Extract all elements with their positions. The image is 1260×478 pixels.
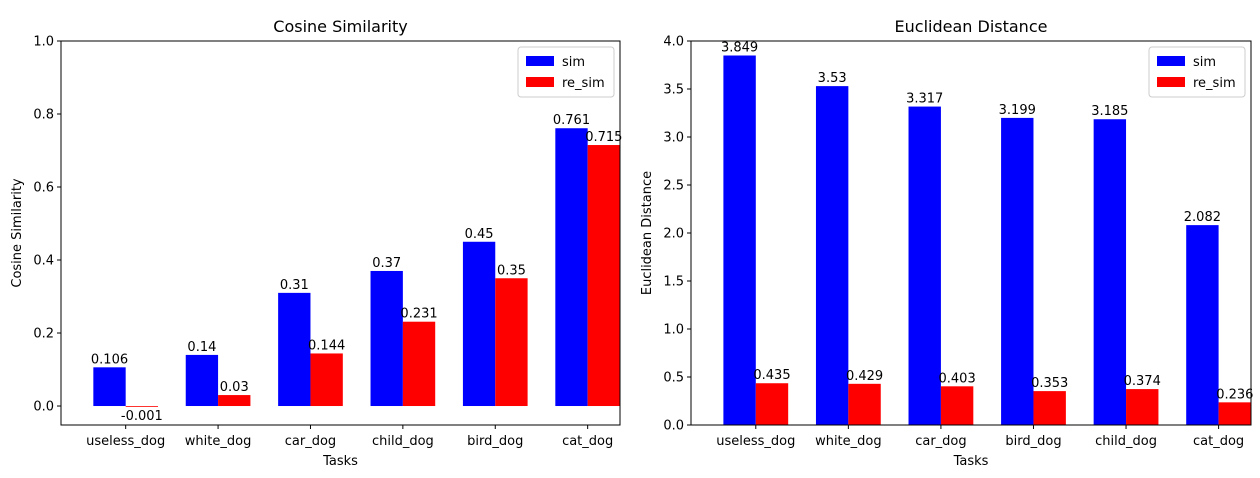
y-tick-label-euclid-0: 0.0	[663, 419, 684, 434]
y-tick-label-euclid-7: 3.5	[663, 83, 684, 98]
data-label-euclid-sim-child_dog: 3.185	[1091, 104, 1128, 119]
y-tick-label-euclid-4: 2.0	[663, 227, 684, 242]
bar-cosine-sim-bird_dog	[462, 241, 496, 407]
data-label-euclid-sim-car_dog: 3.317	[906, 92, 943, 107]
y-tick-label-euclid-1: 0.5	[663, 371, 684, 386]
legend-swatch-cosine-re_sim	[526, 77, 554, 87]
y-tick-label-euclid-8: 4.0	[663, 35, 684, 50]
bar-euclid-re_sim-child_dog	[1126, 389, 1159, 425]
x-tick-label-cosine-car_dog: car_dog	[285, 434, 336, 449]
data-label-euclid-re_sim-child_dog: 0.374	[1124, 374, 1161, 389]
bar-cosine-re_sim-cat_dog	[587, 145, 620, 407]
bar-cosine-sim-useless_dog	[93, 367, 126, 407]
x-tick-label-euclid-useless_dog: useless_dog	[716, 434, 795, 449]
x-tick-label-cosine-white_dog: white_dog	[185, 434, 252, 449]
bar-euclid-re_sim-white_dog	[848, 383, 881, 425]
legend-swatch-cosine-sim	[526, 56, 554, 66]
cosine-similarity-panel: 0.106 0.14 0.31 0.37 0.45 0.761 -0.001 0.03 0.14…	[10, 17, 622, 469]
bar-cosine-sim-car_dog	[278, 292, 311, 407]
x-axis-label-euclid: Tasks	[953, 454, 989, 469]
data-label-euclid-re_sim-cat_dog: 0.236	[1216, 387, 1253, 402]
data-label-cosine-re_sim-car_dog: 0.144	[308, 338, 345, 353]
x-axis-label-cosine: Tasks	[322, 454, 358, 469]
y-axis-label-cosine: Cosine Similarity	[10, 178, 25, 288]
data-label-cosine-sim-white_dog: 0.14	[187, 340, 216, 355]
legend-label-euclid-re_sim: re_sim	[1193, 76, 1236, 91]
bar-euclid-sim-useless_dog	[723, 55, 756, 425]
bar-euclid-re_sim-useless_dog	[755, 383, 789, 425]
y-tick-label-euclid-2: 1.0	[663, 323, 684, 338]
data-label-euclid-sim-white_dog: 3.53	[818, 71, 847, 86]
data-label-euclid-re_sim-bird_dog: 0.353	[1031, 376, 1068, 391]
data-label-cosine-sim-bird_dog: 0.45	[465, 227, 494, 242]
x-tick-label-cosine-cat_dog: cat_dog	[562, 434, 613, 449]
bar-cosine-sim-white_dog	[185, 354, 219, 407]
legend-swatch-euclid-sim	[1157, 56, 1185, 66]
y-axis-label-euclid: Euclidean Distance	[640, 171, 655, 295]
bar-euclid-sim-bird_dog	[1001, 117, 1034, 426]
legend-label-cosine-re_sim: re_sim	[562, 76, 605, 91]
y-tick-label-cosine-4: 0.8	[33, 108, 54, 123]
bar-cosine-re_sim-useless_dog	[125, 406, 159, 407]
legend-swatch-euclid-re_sim	[1157, 77, 1185, 87]
y-tick-label-cosine-5: 1.0	[33, 35, 54, 50]
data-label-cosine-re_sim-child_dog: 0.231	[400, 307, 437, 322]
data-label-euclid-sim-bird_dog: 3.199	[999, 103, 1036, 118]
y-tick-label-cosine-0: 0.0	[33, 400, 54, 415]
y-tick-label-euclid-6: 3.0	[663, 131, 684, 146]
x-tick-label-euclid-bird_dog: bird_dog	[1005, 434, 1061, 449]
bar-cosine-sim-cat_dog	[555, 128, 588, 407]
data-label-cosine-re_sim-white_dog: 0.03	[220, 380, 249, 395]
bar-euclid-sim-cat_dog	[1186, 225, 1219, 425]
data-label-cosine-sim-car_dog: 0.31	[280, 278, 309, 293]
legend-label-euclid-sim: sim	[1193, 55, 1216, 70]
y-tick-label-euclid-3: 1.5	[663, 275, 684, 290]
x-tick-label-euclid-child_dog: child_dog	[1095, 434, 1157, 449]
axes-frame-cosine	[60, 40, 621, 426]
y-tick-label-euclid-5: 2.5	[663, 179, 684, 194]
chart-title-euclid: Euclidean Distance	[895, 17, 1048, 36]
data-label-cosine-sim-child_dog: 0.37	[372, 256, 401, 271]
data-label-cosine-re_sim-bird_dog: 0.35	[497, 263, 526, 278]
bar-cosine-re_sim-car_dog	[310, 353, 343, 407]
data-label-euclid-re_sim-useless_dog: 0.435	[753, 368, 790, 383]
x-tick-label-euclid-car_dog: car_dog	[915, 434, 966, 449]
data-label-cosine-re_sim-useless_dog: -0.001	[121, 409, 163, 424]
bar-euclid-sim-car_dog	[908, 106, 941, 426]
data-label-euclid-sim-cat_dog: 2.082	[1184, 210, 1221, 225]
bar-euclid-re_sim-car_dog	[940, 386, 974, 425]
x-tick-label-cosine-child_dog: child_dog	[372, 434, 434, 449]
euclidean-distance-panel: 3.849 3.53 3.317 3.199 3.185 2.082 0.435 0.429 0…	[640, 17, 1253, 469]
data-label-cosine-sim-useless_dog: 0.106	[91, 352, 128, 367]
data-label-cosine-sim-cat_dog: 0.761	[553, 113, 590, 128]
chart-title-cosine: Cosine Similarity	[273, 17, 407, 36]
bar-cosine-re_sim-white_dog	[218, 395, 251, 407]
data-label-cosine-re_sim-cat_dog: 0.715	[585, 130, 622, 145]
bar-euclid-re_sim-bird_dog	[1033, 391, 1066, 425]
data-label-euclid-re_sim-white_dog: 0.429	[846, 369, 883, 384]
legend-label-cosine-sim: sim	[562, 55, 585, 70]
bar-cosine-sim-child_dog	[370, 270, 403, 407]
y-tick-label-cosine-2: 0.4	[33, 254, 54, 269]
y-tick-label-cosine-3: 0.6	[33, 181, 54, 196]
data-label-euclid-re_sim-car_dog: 0.403	[939, 371, 976, 386]
bar-euclid-sim-white_dog	[815, 86, 849, 426]
x-tick-label-cosine-useless_dog: useless_dog	[86, 434, 165, 449]
y-tick-label-cosine-1: 0.2	[33, 327, 54, 342]
bar-cosine-re_sim-child_dog	[402, 321, 436, 407]
bar-euclid-sim-child_dog	[1093, 119, 1127, 426]
x-tick-label-euclid-white_dog: white_dog	[815, 434, 882, 449]
bar-euclid-re_sim-cat_dog	[1218, 402, 1251, 425]
bar-cosine-re_sim-bird_dog	[495, 278, 528, 407]
x-tick-label-cosine-bird_dog: bird_dog	[467, 434, 523, 449]
x-tick-label-euclid-cat_dog: cat_dog	[1193, 434, 1244, 449]
data-label-euclid-sim-useless_dog: 3.849	[721, 40, 758, 55]
